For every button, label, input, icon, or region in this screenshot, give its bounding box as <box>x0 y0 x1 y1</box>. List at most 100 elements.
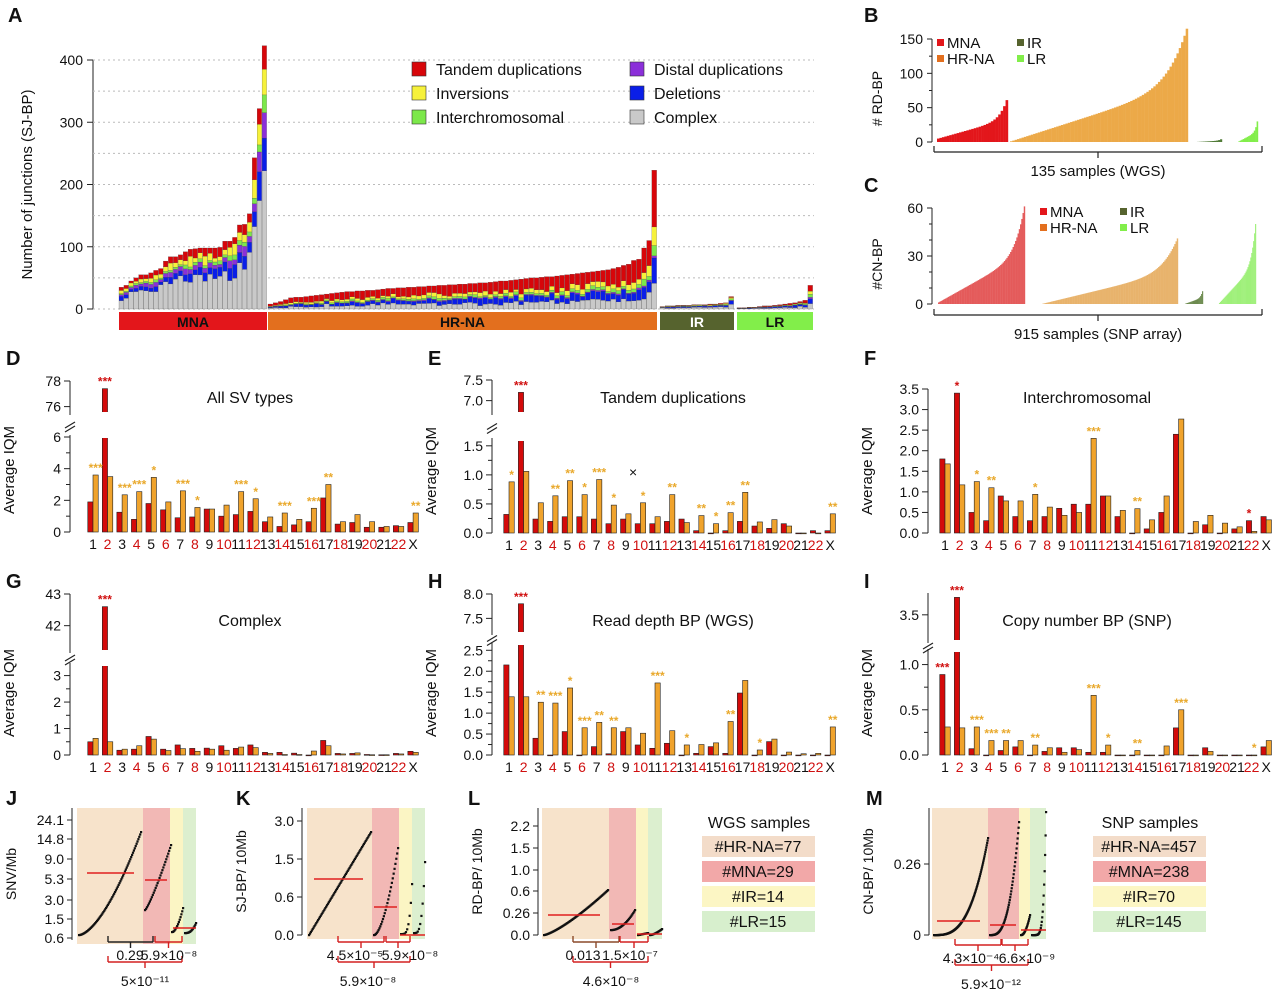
data-point <box>104 908 107 911</box>
bar-non-mna <box>756 749 763 756</box>
bar-mna <box>334 523 341 533</box>
stacked-bar-segment <box>128 289 134 292</box>
stacked-bar-segment <box>467 291 473 295</box>
significance-stars: *** <box>307 494 321 508</box>
stacked-bar-segment <box>641 278 647 287</box>
data-point <box>106 903 109 907</box>
stacked-bar-segment <box>133 288 139 292</box>
stacked-bar-segment <box>554 292 560 296</box>
stacked-bar-segment <box>518 301 524 305</box>
stacked-bar-segment <box>569 274 575 284</box>
distribution-bar <box>950 295 952 304</box>
distribution-bar <box>1166 257 1169 304</box>
data-point <box>407 923 410 926</box>
stacked-bar-segment <box>498 280 504 294</box>
stacked-bar-segment <box>718 305 724 307</box>
distribution-bar <box>1049 301 1052 304</box>
data-point <box>111 895 114 899</box>
data-point <box>173 929 176 932</box>
bar-non-mna <box>1061 515 1068 534</box>
distribution-bar <box>1195 299 1197 304</box>
bar-mna <box>939 458 946 534</box>
distribution-bar <box>1174 244 1176 304</box>
bar-mna <box>1114 754 1121 757</box>
distribution-bar <box>1253 130 1256 142</box>
bar-break-gap <box>101 412 109 438</box>
stacked-bar-segment <box>797 303 803 305</box>
data-point <box>320 913 323 916</box>
x-tick-label: 6 <box>162 536 170 552</box>
pvalue-label: 1.5×10⁻⁷ <box>602 947 658 963</box>
x-tick-label: 16 <box>303 759 319 775</box>
significance-stars: * <box>582 481 587 495</box>
bar-mna <box>649 523 656 534</box>
stacked-bar-segment <box>288 304 294 306</box>
data-point <box>629 915 632 918</box>
distribution-bar <box>1169 66 1173 142</box>
distribution-bar <box>981 277 983 304</box>
data-point <box>129 858 132 861</box>
x-tick-label: 8 <box>191 759 199 775</box>
y-tick-label: 0.0 <box>511 927 531 943</box>
bar-non-mna <box>786 525 792 534</box>
data-point <box>1010 887 1013 890</box>
significance-stars: * <box>757 736 762 750</box>
data-point <box>969 903 972 906</box>
stacked-bar-segment <box>792 305 798 308</box>
group-band-hr-na <box>932 808 988 939</box>
data-point <box>366 836 369 840</box>
x-tick-label: 20 <box>779 537 795 553</box>
bar-non-mna <box>1149 519 1155 534</box>
distribution-bar <box>1193 300 1195 304</box>
stacked-bar-segment <box>651 245 657 256</box>
stacked-bar-segment <box>467 294 473 297</box>
bar-mna <box>824 530 831 534</box>
stacked-bar-segment <box>513 295 519 302</box>
stacked-bar-segment <box>508 297 514 299</box>
x-tick-label: 3 <box>118 536 126 552</box>
distribution-bar <box>1204 141 1207 142</box>
distribution-bar <box>1253 241 1255 304</box>
bar-mna <box>954 597 960 756</box>
data-point <box>140 831 143 834</box>
stacked-bar-segment <box>436 293 442 299</box>
stacked-bar-segment <box>477 282 483 293</box>
bar-non-mna <box>209 508 215 533</box>
stacked-bar-segment <box>564 297 570 299</box>
significance-stars: * <box>684 731 689 745</box>
y-axis-label: Average IQM <box>859 649 876 737</box>
legend-label: Complex <box>654 110 717 127</box>
stacked-bar-segment <box>153 279 159 283</box>
distribution-bar <box>1131 281 1134 304</box>
significance-stars: *** <box>984 727 998 741</box>
bar-non-mna <box>1032 744 1039 756</box>
stacked-bar-segment <box>222 249 228 255</box>
stacked-bar-segment <box>222 254 228 258</box>
stacked-bar-segment <box>590 290 596 300</box>
stacked-bar-segment <box>718 306 724 310</box>
distribution-bar <box>1073 296 1075 304</box>
stacked-bar-segment <box>631 260 637 283</box>
stacked-bar-segment <box>696 306 702 310</box>
data-point <box>1009 893 1012 896</box>
significance-stars: * <box>955 379 960 393</box>
distribution-bar <box>977 280 980 304</box>
y-tick-label: 0.0 <box>900 747 920 763</box>
y-tick-label: 78 <box>45 373 61 389</box>
y-tick-label: 0.6 <box>45 930 65 946</box>
y-tick-label: 5.3 <box>45 871 65 887</box>
distribution-bar <box>1244 138 1246 142</box>
significance-stars: ** <box>726 499 736 513</box>
distribution-bar <box>1088 292 1090 304</box>
pvalue-label: 5.9×10⁻¹² <box>961 976 1021 992</box>
stacked-bar-segment <box>283 305 289 308</box>
stacked-bar-segment <box>385 301 391 305</box>
distribution-bar <box>1053 300 1055 304</box>
data-point <box>344 872 348 875</box>
bar-mna <box>1041 516 1048 534</box>
bar-non-mna <box>1090 695 1097 756</box>
distribution-bar <box>1188 302 1190 304</box>
data-point <box>391 877 394 880</box>
data-point <box>159 874 162 877</box>
data-point <box>318 916 321 919</box>
